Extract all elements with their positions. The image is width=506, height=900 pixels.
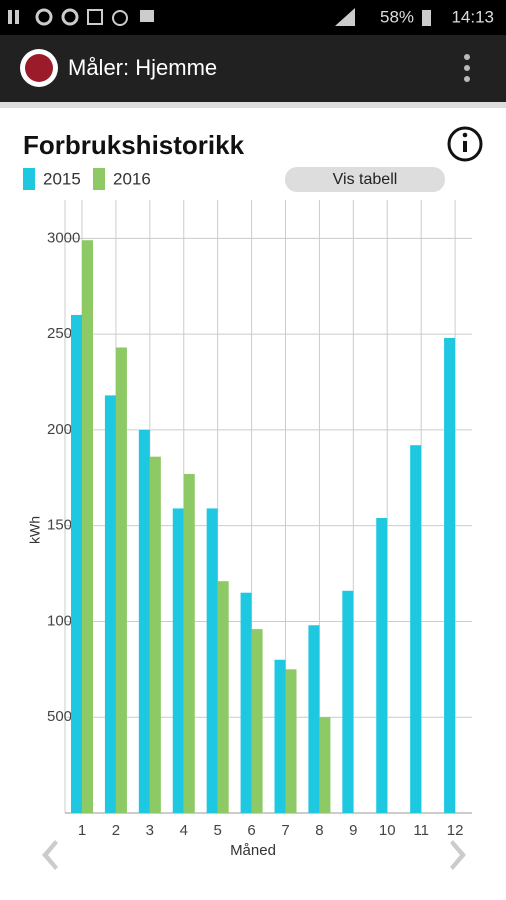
legend-swatch <box>23 168 35 190</box>
app-bar <box>0 35 506 102</box>
battery-level: 58% <box>380 7 414 26</box>
x-tick-label: 4 <box>180 822 188 839</box>
bar <box>342 590 354 813</box>
x-tick-label: 1 <box>78 822 86 839</box>
y-axis-label: kWh <box>27 516 43 544</box>
x-tick-label: 3 <box>146 822 154 839</box>
y-tick-label: 500 <box>47 708 72 725</box>
x-tick-label: 7 <box>281 822 289 839</box>
bar <box>206 508 218 813</box>
battery-icon <box>422 10 431 26</box>
bar <box>285 669 297 813</box>
x-tick-label: 5 <box>213 822 221 839</box>
bar <box>138 429 150 813</box>
overflow-menu[interactable] <box>464 54 470 82</box>
bar <box>149 456 161 813</box>
x-tick-label: 11 <box>413 822 429 839</box>
bar <box>71 314 82 813</box>
bar <box>172 508 184 813</box>
chart-title: Forbrukshistorikk <box>23 130 245 160</box>
status-icons <box>8 8 355 26</box>
x-tick-label: 6 <box>247 822 255 839</box>
bar <box>251 629 263 813</box>
prev-arrow[interactable] <box>42 840 58 870</box>
x-tick-label: 12 <box>447 822 464 839</box>
legend-label: 2016 <box>113 169 151 188</box>
bar <box>308 625 320 813</box>
bar <box>183 473 195 813</box>
legend-label: 2015 <box>43 169 81 188</box>
bar <box>240 592 252 813</box>
bar <box>444 337 456 813</box>
button-label: Vis tabell <box>333 171 398 188</box>
x-tick-label: 10 <box>379 822 396 839</box>
bar <box>82 240 93 813</box>
next-arrow[interactable] <box>450 840 466 870</box>
x-tick-label: 8 <box>315 822 323 839</box>
bar <box>410 445 422 813</box>
x-tick-label: 9 <box>349 822 357 839</box>
info-button[interactable] <box>447 126 483 162</box>
x-axis-label: Måned <box>230 842 276 859</box>
nav-arrows <box>42 840 466 870</box>
y-tick-label: 3000 <box>47 229 80 246</box>
bar <box>217 581 229 813</box>
app-logo-inner <box>25 54 53 82</box>
clock: 14:13 <box>451 7 494 26</box>
bar <box>319 717 331 813</box>
bar <box>104 395 116 813</box>
status-bar <box>0 0 506 35</box>
legend-swatch <box>93 168 105 190</box>
app-bar-shadow <box>0 102 506 108</box>
bar <box>115 347 127 813</box>
bar <box>376 517 388 813</box>
bar <box>274 659 286 813</box>
table-button[interactable]: Vis tabell <box>285 167 445 192</box>
app-title: Måler: Hjemme <box>68 55 217 80</box>
x-tick-label: 2 <box>112 822 120 839</box>
